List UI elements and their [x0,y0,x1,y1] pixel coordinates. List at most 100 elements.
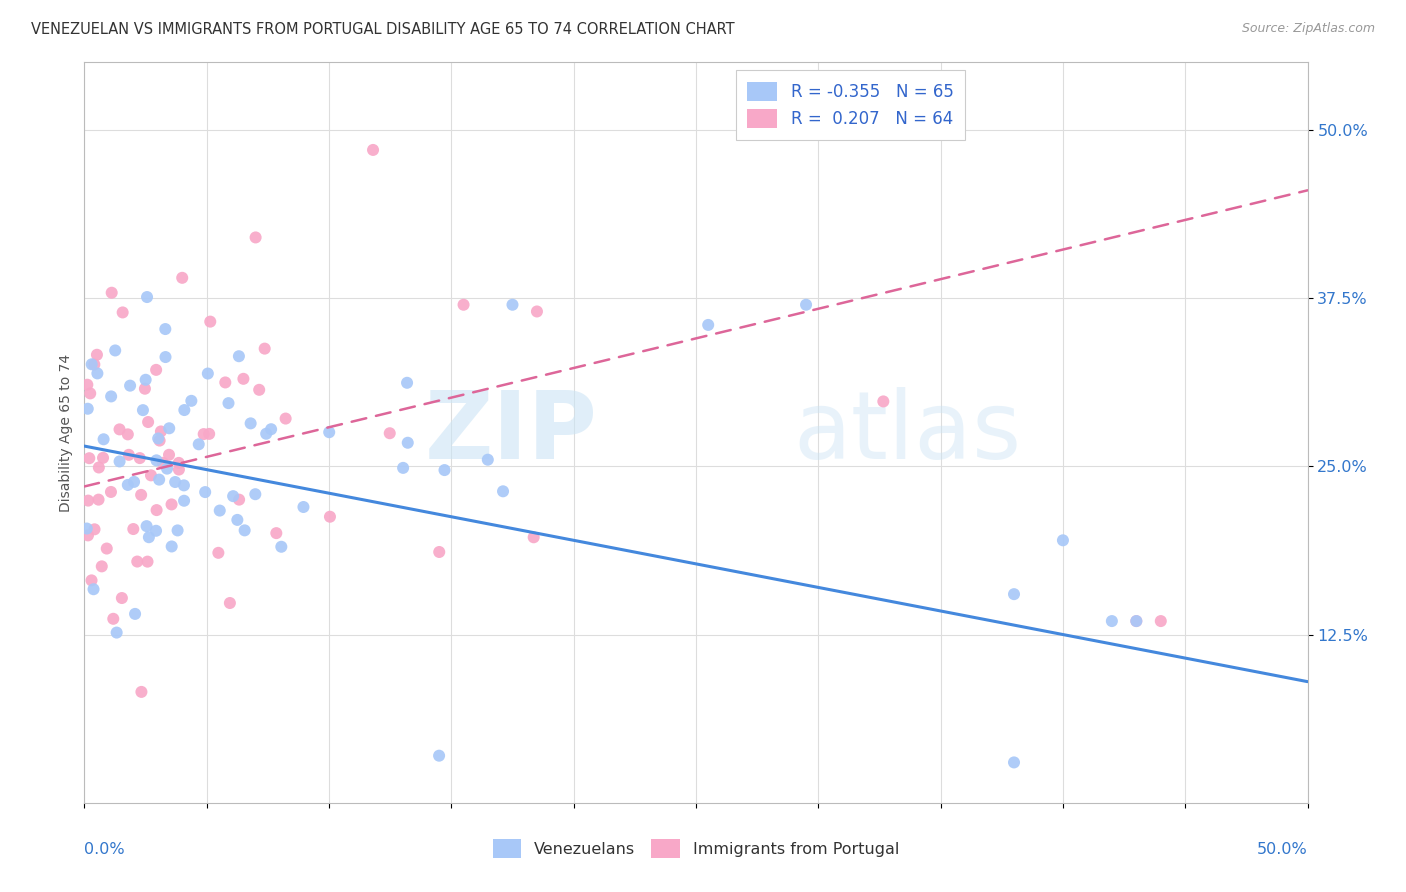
Point [239,417,262,431]
Point [697,318,720,332]
Point [80,574,103,588]
Point [132,403,155,417]
Point [1052,533,1074,548]
Point [396,376,419,390]
Point [135,373,157,387]
Point [254,426,277,441]
Point [105,625,128,640]
Point [76,401,98,416]
Point [233,524,256,538]
Point [1125,614,1147,628]
Point [1002,587,1025,601]
Point [396,435,419,450]
Point [108,454,131,468]
Point [172,270,194,285]
Point [526,304,548,318]
Point [83,522,105,536]
Point [222,489,245,503]
Point [173,493,195,508]
Point [134,382,156,396]
Text: VENEZUELAN VS IMMIGRANTS FROM PORTUGAL DISABILITY AGE 65 TO 74 CORRELATION CHART: VENEZUELAN VS IMMIGRANTS FROM PORTUGAL D… [31,22,734,37]
Point [100,485,122,500]
Point [155,350,177,364]
Point [1125,614,1147,628]
Point [318,425,340,440]
Point [148,473,170,487]
Text: ZIP: ZIP [425,386,598,479]
Point [129,488,152,502]
Point [111,305,134,319]
Point [86,348,108,362]
Point [433,463,456,477]
Point [128,451,150,466]
Text: atlas: atlas [794,386,1022,479]
Point [228,492,250,507]
Point [100,285,122,300]
Point [167,456,190,470]
Point [86,367,108,381]
Text: 0.0%: 0.0% [84,842,125,856]
Point [198,426,221,441]
Point [76,377,98,392]
Point [245,487,267,501]
Point [523,530,546,544]
Point [87,460,110,475]
Point [136,415,159,429]
Point [219,596,242,610]
Point [136,290,159,304]
Point [260,422,283,436]
Point [378,426,401,441]
Point [149,425,172,439]
Point [145,453,167,467]
Point [1101,614,1123,628]
Point [91,450,114,465]
Point [120,378,142,392]
Point [218,396,240,410]
Point [122,522,145,536]
Legend: Venezuelans, Immigrants from Portugal: Venezuelans, Immigrants from Portugal [492,839,900,858]
Point [173,478,195,492]
Point [136,555,159,569]
Point [87,492,110,507]
Point [187,437,209,451]
Point [157,421,180,435]
Point [872,394,894,409]
Point [361,143,384,157]
Point [232,372,254,386]
Point [117,478,139,492]
Point [245,230,267,244]
Point [156,461,179,475]
Point [76,522,98,536]
Point [83,582,105,597]
Point [77,528,100,542]
Point [292,500,315,514]
Point [226,513,249,527]
Point [270,540,292,554]
Point [149,434,172,448]
Point [108,422,131,436]
Point [160,540,183,554]
Point [160,497,183,511]
Point [148,432,170,446]
Point [93,432,115,446]
Point [80,357,103,371]
Point [83,358,105,372]
Point [228,349,250,363]
Point [77,493,100,508]
Point [79,386,101,401]
Point [266,526,288,541]
Point [214,376,236,390]
Point [453,298,475,312]
Point [392,461,415,475]
Y-axis label: Disability Age 65 to 74: Disability Age 65 to 74 [59,353,73,512]
Point [111,591,134,605]
Point [427,545,450,559]
Point [131,685,153,699]
Point [166,524,188,538]
Point [118,448,141,462]
Point [193,427,215,442]
Point [135,519,157,533]
Point [155,322,177,336]
Text: Source: ZipAtlas.com: Source: ZipAtlas.com [1241,22,1375,36]
Point [117,427,139,442]
